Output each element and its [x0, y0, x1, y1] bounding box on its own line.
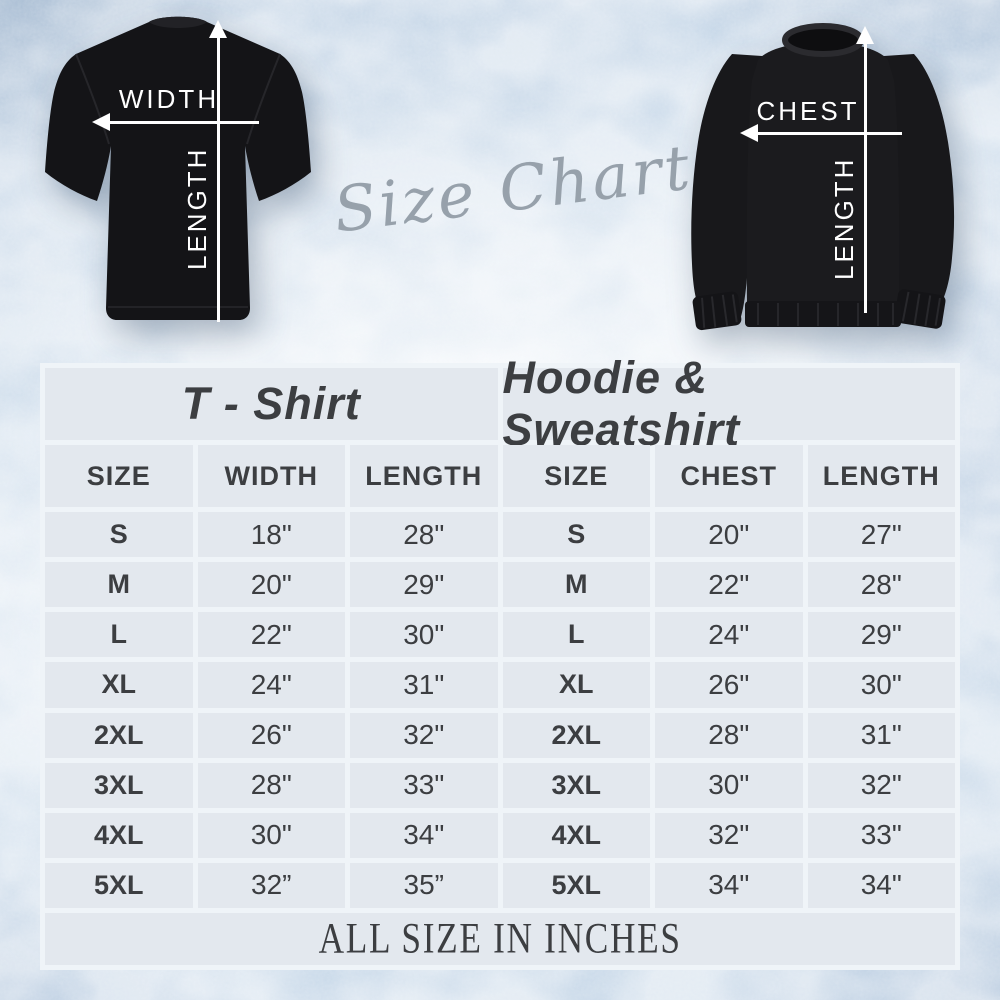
measurement-cell: 30" [197, 812, 345, 858]
tshirt-table-title: T - Shirt [45, 368, 498, 440]
size-cell: 5XL [45, 862, 193, 908]
measurement-cell: 27" [807, 512, 955, 558]
measurement-cell: 34" [807, 862, 955, 908]
measurement-cell: 32" [655, 812, 803, 858]
sweatshirt-length-arrow-line [864, 42, 867, 313]
sweatshirt-chest-arrowhead-icon [740, 124, 758, 142]
size-cell: 3XL [45, 762, 193, 808]
measurement-cell: 20" [655, 512, 803, 558]
measurement-cell: 24" [655, 612, 803, 658]
measurement-cell: 30" [807, 662, 955, 708]
size-cell: 4XL [45, 812, 193, 858]
measurement-cell: 26" [197, 712, 345, 758]
tshirt-width-arrowhead-icon [92, 113, 110, 131]
tshirt-back-illustration [45, 16, 311, 320]
measurement-cell: 26" [655, 662, 803, 708]
measurement-cell: 32" [350, 712, 498, 758]
sweatshirt-length-label: LENGTH [829, 156, 859, 280]
measurement-cell: 33" [350, 762, 498, 808]
measurement-cell: 35” [350, 862, 498, 908]
tshirt-col-size: SIZE [45, 445, 193, 507]
measurement-cell: 30" [350, 612, 498, 658]
tshirt-length-arrow-line [217, 36, 220, 322]
measurement-cell: 32” [197, 862, 345, 908]
size-cell: M [502, 562, 650, 608]
measurement-cell: 30" [655, 762, 803, 808]
measurement-cell: 29" [807, 612, 955, 658]
measurement-cell: 28" [655, 712, 803, 758]
hoodie-table-title: Hoodie & Sweatshirt [502, 352, 955, 455]
measurement-cell: 31" [350, 662, 498, 708]
units-note-cell: ALL SIZE IN INCHES [45, 913, 955, 965]
size-cell: S [502, 512, 650, 558]
tshirt-col-length: LENGTH [350, 445, 498, 507]
sweatshirt-chest-label: CHEST [756, 96, 860, 126]
measurement-cell: 34" [655, 862, 803, 908]
sweatshirt-length-arrowhead-icon [856, 26, 874, 44]
measurement-cell: 33" [807, 812, 955, 858]
size-cell: 2XL [45, 712, 193, 758]
tshirt-length-label: LENGTH [182, 146, 212, 270]
tshirt-length-arrowhead-icon [209, 20, 227, 38]
size-cell: 3XL [502, 762, 650, 808]
sweatshirt-illustration [691, 23, 955, 331]
size-cell: 4XL [502, 812, 650, 858]
measurement-cell: 28" [197, 762, 345, 808]
measurement-cell: 34" [350, 812, 498, 858]
size-cell: 5XL [502, 862, 650, 908]
measurement-cell: 28" [350, 512, 498, 558]
measurement-cell: 32" [807, 762, 955, 808]
measurement-cell: 31" [807, 712, 955, 758]
size-cell: 2XL [502, 712, 650, 758]
size-cell: XL [502, 662, 650, 708]
measurement-cell: 22" [655, 562, 803, 608]
size-cell: L [45, 612, 193, 658]
size-cell: S [45, 512, 193, 558]
size-cell: M [45, 562, 193, 608]
size-cell: XL [45, 662, 193, 708]
measurement-cell: 28" [807, 562, 955, 608]
size-cell: L [502, 612, 650, 658]
sweatshirt-chest-arrow-line [756, 132, 902, 135]
hoodie-col-length: LENGTH [807, 445, 955, 507]
hoodie-col-chest: CHEST [655, 445, 803, 507]
script-title: Size Chart [329, 129, 697, 247]
units-note: ALL SIZE IN INCHES [318, 915, 682, 963]
measurement-cell: 20" [197, 562, 345, 608]
size-table: T - Shirt Hoodie & Sweatshirt SIZE WIDTH… [40, 352, 960, 970]
tshirt-width-label: WIDTH [118, 84, 220, 114]
hoodie-col-size: SIZE [502, 445, 650, 507]
measurement-cell: 24" [197, 662, 345, 708]
measurement-cell: 18" [197, 512, 345, 558]
tshirt-width-arrow-line [108, 121, 259, 124]
measurement-cell: 29" [350, 562, 498, 608]
tshirt-col-width: WIDTH [197, 445, 345, 507]
measurement-cell: 22" [197, 612, 345, 658]
